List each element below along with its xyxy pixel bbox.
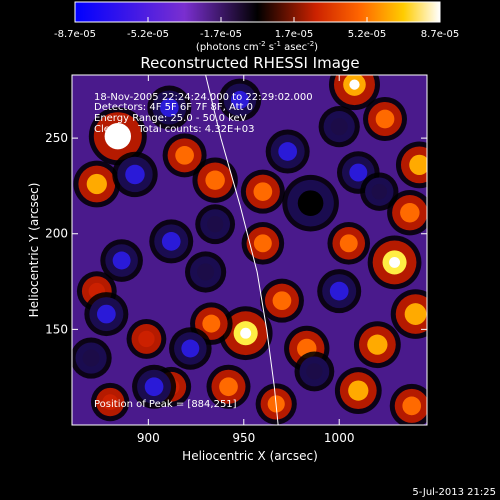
negative-blob xyxy=(100,239,143,282)
x-tick-label: 1000 xyxy=(324,431,355,445)
x-tick-label: 950 xyxy=(232,431,255,445)
negative-blob xyxy=(282,174,339,232)
emission-blob xyxy=(395,141,427,189)
emission-blob xyxy=(328,75,380,111)
negative-blob xyxy=(294,351,335,392)
emission-blob xyxy=(390,289,427,339)
colorbar-gradient xyxy=(74,1,441,23)
peak-position-label: Position of Peak = [884,251] xyxy=(94,399,237,410)
emission-blob xyxy=(284,325,330,372)
emission-blob xyxy=(73,160,121,208)
colorbar-tick-label: -1.7e-05 xyxy=(200,29,242,40)
emission-blob xyxy=(126,319,167,359)
colorbar-tick-label: 8.7e-05 xyxy=(421,29,459,40)
x-tick-label: 900 xyxy=(137,431,160,445)
axis-ticks: 900 950 1000 150 200 250 xyxy=(45,75,427,445)
y-axis-label: Heliocentric Y (arcsec) xyxy=(27,183,41,318)
chart-title: Reconstructed RHESSI Image xyxy=(140,54,359,72)
negative-blob xyxy=(147,85,192,130)
emission-blob xyxy=(240,169,285,214)
emission-blob xyxy=(389,383,427,425)
negative-blob xyxy=(195,204,236,245)
negative-blob xyxy=(265,129,310,174)
negative-blob xyxy=(84,292,129,337)
negative-blob xyxy=(218,78,262,122)
colorbar-tick-label: 5.2e-05 xyxy=(348,29,386,40)
colorbar: -8.7e-05 -5.2e-05 -1.7e-05 1.7e-05 5.2e-05 8.… xyxy=(54,1,459,53)
emission-blob xyxy=(367,235,422,290)
negative-blob xyxy=(132,364,177,409)
colorbar-ticks: -8.7e-05 -5.2e-05 -1.7e-05 1.7e-05 5.2e-05 8.… xyxy=(54,17,459,40)
emission-blob xyxy=(88,107,147,166)
heatmap-blobs xyxy=(72,75,427,425)
plot-frame xyxy=(71,74,428,426)
emission-blob xyxy=(334,367,382,414)
footer-date: 5-Jul-2013 21:25 xyxy=(412,487,496,498)
emission-blob xyxy=(353,321,401,369)
negative-blob xyxy=(318,106,360,148)
solar-limb-curve xyxy=(205,75,279,425)
emission-blob xyxy=(387,190,427,236)
colorbar-unit-label: (photons cm-2 s-1 asec-2) xyxy=(196,40,318,53)
colorbar-tick-label: -8.7e-05 xyxy=(54,29,96,40)
emission-blob xyxy=(192,157,238,203)
info-energy-range: Energy Range: 25.0 - 50.0 keV xyxy=(94,113,247,124)
negative-blob xyxy=(72,337,112,379)
info-time-range: 18-Nov-2005 22:24:24.000 to 22:29:02.000 xyxy=(94,92,313,103)
colorbar-tick-label: 1.7e-05 xyxy=(275,29,313,40)
observation-info: 18-Nov-2005 22:24:24.000 to 22:29:02.000… xyxy=(94,92,313,135)
emission-blob xyxy=(162,133,207,178)
info-detectors: Detectors: 4F 5F 6F 7F 8F, Att 0 xyxy=(94,102,253,113)
emission-blob xyxy=(259,278,304,323)
info-total-counts: Clean Total counts: 4.32E+03 xyxy=(94,124,254,135)
negative-blob xyxy=(169,327,212,370)
negative-blob xyxy=(112,151,158,198)
y-tick-label: 150 xyxy=(45,322,68,336)
y-tick-label: 200 xyxy=(45,227,68,241)
emission-blob xyxy=(327,222,371,265)
emission-blob xyxy=(363,96,408,141)
negative-blob xyxy=(149,219,194,264)
negative-blob xyxy=(317,269,362,314)
emission-blob xyxy=(90,382,130,422)
colorbar-tick-label: -5.2e-05 xyxy=(127,29,169,40)
emission-blob xyxy=(241,222,285,265)
negative-blob xyxy=(360,172,399,211)
y-tick-label: 250 xyxy=(45,131,68,145)
negative-blob xyxy=(185,251,227,293)
x-axis-label: Heliocentric X (arcsec) xyxy=(182,449,318,463)
emission-blob xyxy=(206,364,251,409)
